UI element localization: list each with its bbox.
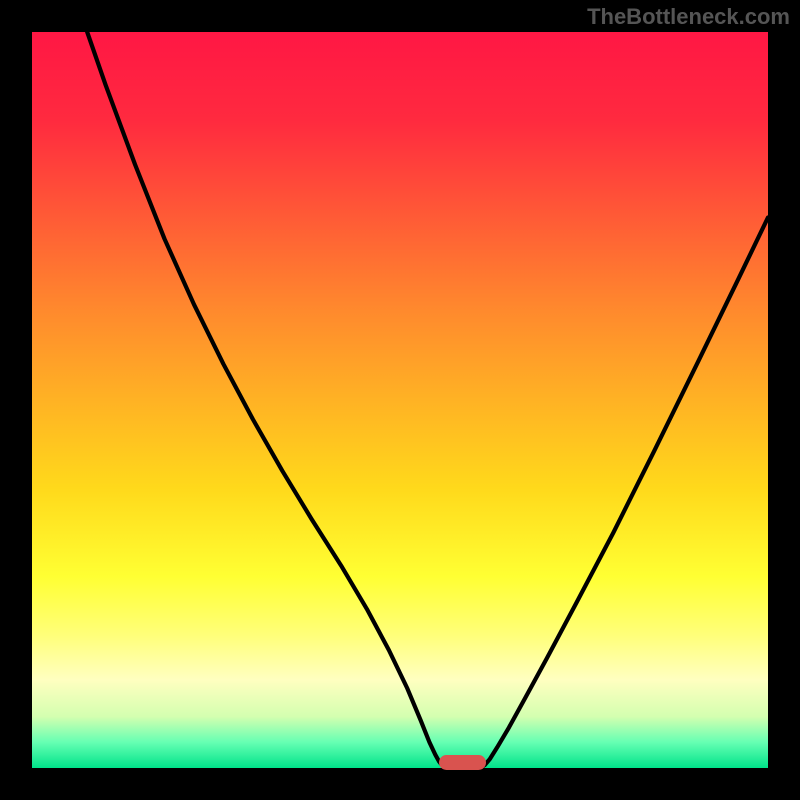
chart-container: TheBottleneck.com [0, 0, 800, 800]
bottleneck-curve [32, 32, 768, 768]
plot-area [32, 32, 768, 768]
attribution-text: TheBottleneck.com [587, 4, 790, 30]
optimum-marker [439, 755, 487, 770]
